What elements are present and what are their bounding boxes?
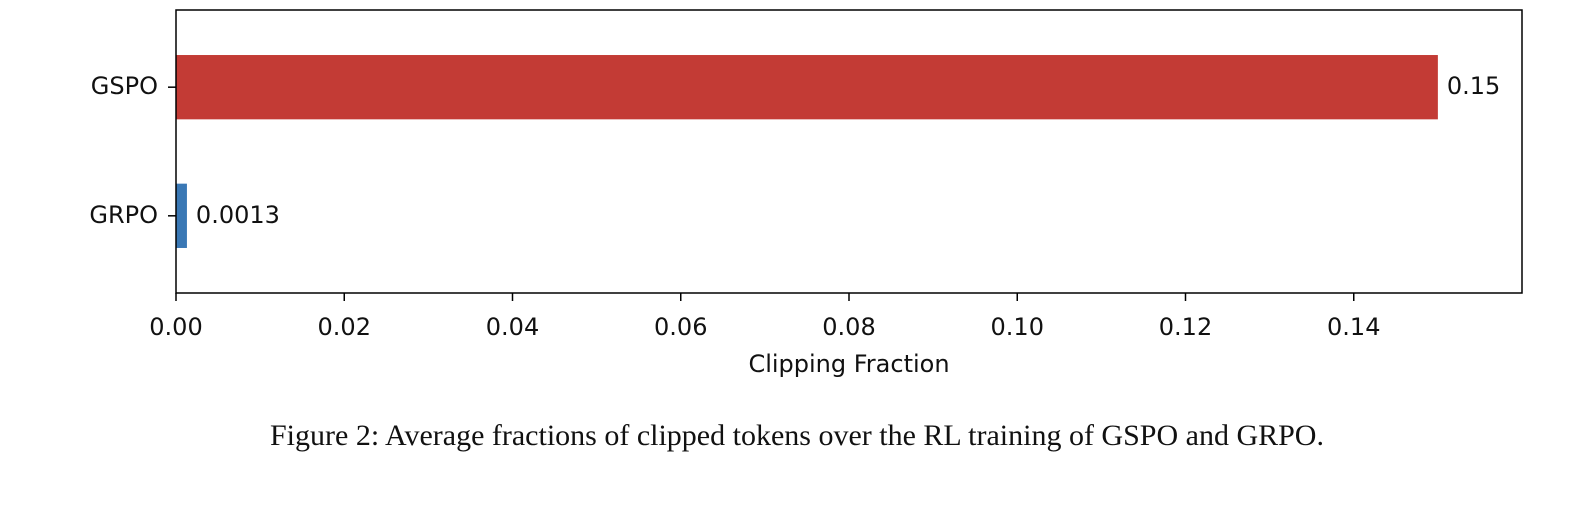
x-axis-label: Clipping Fraction (748, 350, 949, 378)
bar (176, 183, 187, 248)
x-tick-label: 0.02 (318, 313, 371, 341)
plot-frame (175, 9, 1523, 294)
value-label: 0.15 (1447, 72, 1500, 100)
y-tick-label: GSPO (91, 72, 158, 100)
caption: Figure 2: Average fractions of clipped t… (270, 419, 1324, 452)
x-tick-label: 0.08 (822, 313, 875, 341)
y-tick-label: GRPO (89, 201, 158, 229)
bar (176, 55, 1438, 120)
x-tick-label: 0.00 (149, 313, 202, 341)
x-tick-label: 0.10 (991, 313, 1044, 341)
value-label: 0.0013 (196, 201, 280, 229)
x-tick-label: 0.04 (486, 313, 539, 341)
x-tick-label: 0.06 (654, 313, 707, 341)
x-tick-label: 0.14 (1327, 313, 1380, 341)
x-tick-label: 0.12 (1159, 313, 1212, 341)
